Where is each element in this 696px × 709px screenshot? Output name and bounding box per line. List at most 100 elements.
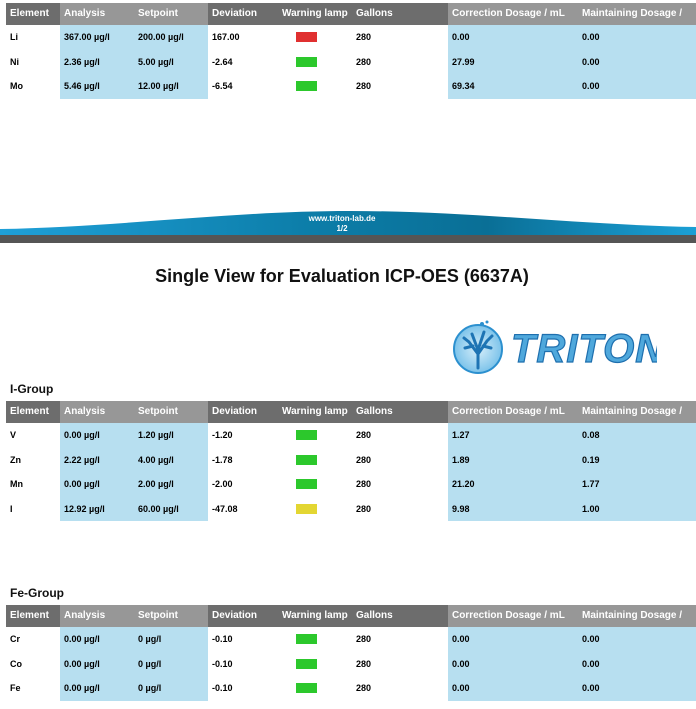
footer-url[interactable]: www.triton-lab.de <box>308 214 376 223</box>
table-row: Cr 0.00 µg/l 0 µg/l -0.10 280 0.00 0.00 <box>6 627 696 652</box>
warning-lamp-yellow <box>296 503 317 514</box>
cell-setpoint: 2.00 µg/l <box>134 472 208 497</box>
header-gallons: Gallons <box>356 406 393 417</box>
cell-maintaining-dosage: 0.00 <box>578 25 696 50</box>
cell-warning-lamp <box>278 652 352 677</box>
warning-lamp-green <box>296 81 317 91</box>
header-warning-lamp: Warning lamp <box>282 610 348 621</box>
cell-correction-dosage: 0.00 <box>448 651 578 676</box>
cell-setpoint: 200.00 µg/l <box>134 25 208 50</box>
warning-lamp-green <box>296 430 317 440</box>
warning-lamp-green <box>296 454 317 465</box>
header-maintaining-dosage: Maintaining Dosage / <box>578 3 696 25</box>
warning-lamp-green <box>296 634 317 644</box>
cell-gallons: 280 <box>356 634 372 644</box>
header-deviation: Deviation <box>212 406 258 417</box>
warning-lamp-red <box>296 32 317 42</box>
cell-warning-lamp <box>278 676 352 701</box>
cell-gallons: 280 <box>356 32 372 42</box>
table-row: Co 0.00 µg/l 0 µg/l -0.10 280 0.00 0.00 <box>6 651 696 677</box>
cell-setpoint: 60.00 µg/l <box>134 496 208 521</box>
cell-maintaining-dosage: 0.00 <box>578 676 696 701</box>
cell-setpoint: 0 µg/l <box>134 676 208 701</box>
header-maintaining-dosage: Maintaining Dosage / <box>578 401 696 423</box>
warning-lamp-green <box>296 658 317 669</box>
table-header-row: Element Analysis Setpoint Deviation Warning … <box>6 401 696 423</box>
cell-gallons: 280 <box>356 81 372 91</box>
cell-maintaining-dosage: 0.19 <box>578 447 696 472</box>
table-row: Mn 0.00 µg/l 2.00 µg/l -2.00 280 21.20 1.77 <box>6 472 696 497</box>
cell-analysis: 0.00 µg/l <box>60 472 134 497</box>
cell-gallons: 280 <box>356 683 372 693</box>
coral-icon: TRITON <box>453 320 665 374</box>
header-analysis: Analysis <box>60 401 134 423</box>
header-warning-lamp: Warning lamp <box>282 406 348 417</box>
cell-maintaining-dosage: 0.00 <box>578 627 696 652</box>
group-label-i: I-Group <box>10 382 54 396</box>
cell-deviation: -0.10 <box>212 634 233 644</box>
header-element: Element <box>10 406 49 417</box>
table-row: Mo 5.46 µg/l 12.00 µg/l -6.54 280 69.34 0.00 <box>6 74 696 99</box>
triton-logo: TRITON <box>451 318 665 376</box>
cell-setpoint: 1.20 µg/l <box>134 423 208 448</box>
cell-correction-dosage: 69.34 <box>448 74 578 99</box>
cell-analysis: 12.92 µg/l <box>60 496 134 521</box>
table-fe-group: Element Analysis Setpoint Deviation Warning … <box>6 605 696 701</box>
cell-setpoint: 4.00 µg/l <box>134 447 208 472</box>
header-element: Element <box>10 610 49 621</box>
header-correction-dosage: Correction Dosage / mL <box>448 401 578 423</box>
cell-warning-lamp <box>278 472 352 497</box>
cell-maintaining-dosage: 1.00 <box>578 496 696 521</box>
table-i-group: Element Analysis Setpoint Deviation Warning … <box>6 401 696 521</box>
cell-gallons: 280 <box>356 454 372 465</box>
cell-gallons: 280 <box>356 658 372 669</box>
cell-maintaining-dosage: 0.08 <box>578 423 696 448</box>
cell-setpoint: 0 µg/l <box>134 627 208 652</box>
cell-warning-lamp <box>278 50 352 75</box>
header-gallons: Gallons <box>356 610 393 621</box>
cell-analysis: 367.00 µg/l <box>60 25 134 50</box>
cell-element: Co <box>10 658 22 669</box>
header-setpoint: Setpoint <box>134 605 208 627</box>
header-warning-lamp: Warning lamp <box>282 8 348 19</box>
cell-correction-dosage: 21.20 <box>448 472 578 497</box>
cell-analysis: 0.00 µg/l <box>60 627 134 652</box>
cell-deviation: -2.64 <box>212 56 233 67</box>
cell-element: Mo <box>10 81 23 91</box>
table-header-row: Element Analysis Setpoint Deviation Warning … <box>6 605 696 627</box>
cell-correction-dosage: 0.00 <box>448 25 578 50</box>
cell-warning-lamp <box>278 74 352 99</box>
header-maintaining-dosage: Maintaining Dosage / <box>578 605 696 627</box>
header-correction-dosage: Correction Dosage / mL <box>448 3 578 25</box>
header-setpoint: Setpoint <box>134 3 208 25</box>
warning-lamp-green <box>296 56 317 67</box>
table-row: I 12.92 µg/l 60.00 µg/l -47.08 280 9.98 1.00 <box>6 496 696 522</box>
warning-lamp-green <box>296 683 317 693</box>
cell-analysis: 5.46 µg/l <box>60 74 134 99</box>
cell-analysis: 0.00 µg/l <box>60 651 134 676</box>
cell-element: Fe <box>10 683 21 693</box>
cell-deviation: -1.78 <box>212 454 233 465</box>
table-row: V 0.00 µg/l 1.20 µg/l -1.20 280 1.27 0.08 <box>6 423 696 448</box>
group-label-fe: Fe-Group <box>10 586 64 600</box>
cell-analysis: 0.00 µg/l <box>60 676 134 701</box>
cell-deviation: -2.00 <box>212 479 233 489</box>
cell-correction-dosage: 27.99 <box>448 49 578 74</box>
table-row: Fe 0.00 µg/l 0 µg/l -0.10 280 0.00 0.00 <box>6 676 696 701</box>
cell-setpoint: 12.00 µg/l <box>134 74 208 99</box>
cell-correction-dosage: 0.00 <box>448 627 578 652</box>
header-analysis: Analysis <box>60 605 134 627</box>
cell-warning-lamp <box>278 25 352 50</box>
cell-warning-lamp <box>278 497 352 522</box>
cell-deviation: -0.10 <box>212 658 233 669</box>
cell-deviation: -47.08 <box>212 503 238 514</box>
cell-element: Li <box>10 32 18 42</box>
cell-element: Zn <box>10 454 21 465</box>
page-title: Single View for Evaluation ICP-OES (6637… <box>155 266 529 286</box>
cell-element: Cr <box>10 634 21 644</box>
cell-element: V <box>10 430 17 440</box>
cell-setpoint: 0 µg/l <box>134 651 208 676</box>
cell-warning-lamp <box>278 448 352 473</box>
table-header-row: Element Analysis Setpoint Deviation Warning … <box>6 3 696 25</box>
cell-gallons: 280 <box>356 56 372 67</box>
